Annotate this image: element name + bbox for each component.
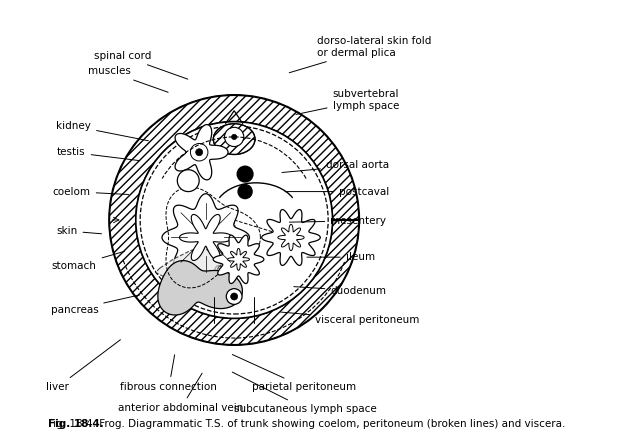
Text: mesentery: mesentery — [290, 216, 386, 226]
Text: liver: liver — [46, 340, 120, 392]
Wedge shape — [313, 263, 345, 293]
Ellipse shape — [213, 124, 255, 154]
Wedge shape — [302, 131, 334, 163]
Circle shape — [232, 134, 236, 139]
Circle shape — [225, 127, 244, 147]
Wedge shape — [176, 103, 204, 134]
Wedge shape — [113, 240, 144, 266]
Wedge shape — [225, 96, 247, 123]
Text: kidney: kidney — [56, 121, 149, 141]
Polygon shape — [155, 246, 221, 286]
Polygon shape — [180, 214, 232, 260]
Wedge shape — [323, 244, 354, 270]
Text: coelom: coelom — [52, 187, 129, 197]
Wedge shape — [114, 170, 145, 196]
Text: parietal peritoneum: parietal peritoneum — [232, 355, 356, 392]
Text: Fig. 18.4.: Fig. 18.4. — [48, 419, 104, 429]
Wedge shape — [172, 304, 201, 336]
Wedge shape — [286, 115, 317, 147]
Wedge shape — [137, 128, 169, 160]
Wedge shape — [155, 113, 185, 145]
Wedge shape — [300, 280, 332, 312]
Wedge shape — [196, 313, 221, 342]
Wedge shape — [152, 293, 182, 325]
Wedge shape — [283, 295, 314, 327]
Wedge shape — [265, 306, 292, 337]
Wedge shape — [245, 314, 268, 343]
Circle shape — [196, 149, 203, 156]
Circle shape — [231, 293, 238, 300]
Text: muscles: muscles — [88, 66, 168, 92]
Polygon shape — [278, 224, 304, 251]
Circle shape — [227, 289, 242, 304]
Polygon shape — [175, 125, 228, 180]
Text: testis: testis — [57, 147, 140, 161]
Text: subvertebral
lymph space: subvertebral lymph space — [296, 89, 399, 114]
Text: ileum: ileum — [307, 252, 375, 262]
Circle shape — [110, 95, 359, 345]
Wedge shape — [123, 147, 155, 177]
Polygon shape — [228, 249, 250, 270]
Text: duodenum: duodenum — [294, 286, 386, 296]
Circle shape — [136, 121, 333, 319]
Text: skin: skin — [56, 226, 102, 236]
Wedge shape — [110, 220, 138, 242]
Polygon shape — [213, 235, 264, 283]
Wedge shape — [268, 104, 296, 136]
Wedge shape — [134, 277, 167, 309]
Circle shape — [238, 185, 252, 198]
Circle shape — [190, 143, 208, 161]
Text: fibrous connection: fibrous connection — [120, 355, 217, 392]
Text: visceral peritoneum: visceral peritoneum — [281, 312, 419, 325]
Polygon shape — [110, 95, 359, 345]
Wedge shape — [330, 198, 358, 220]
Text: spinal cord: spinal cord — [94, 51, 188, 79]
Wedge shape — [121, 260, 154, 289]
Text: dorso-lateral skin fold
or dermal plica: dorso-lateral skin fold or dermal plica — [290, 37, 432, 73]
Wedge shape — [200, 97, 224, 126]
Text: anterior abdominal vein: anterior abdominal vein — [119, 373, 243, 413]
Wedge shape — [315, 151, 347, 180]
Text: dorsal aorta: dorsal aorta — [282, 160, 389, 172]
Circle shape — [237, 166, 253, 182]
Polygon shape — [158, 260, 242, 315]
Text: postcaval: postcaval — [285, 187, 389, 197]
Text: subcutaneous lymph space: subcutaneous lymph space — [232, 372, 377, 414]
Wedge shape — [324, 174, 355, 200]
Text: Fig. 18.4. Frog. Diagrammatic T.S. of trunk showing coelom, peritoneum (broken l: Fig. 18.4. Frog. Diagrammatic T.S. of tr… — [48, 419, 566, 429]
Wedge shape — [110, 194, 139, 216]
Text: stomach: stomach — [52, 251, 124, 271]
Text: pancreas: pancreas — [51, 295, 140, 315]
Wedge shape — [329, 224, 358, 246]
Wedge shape — [248, 98, 273, 127]
Polygon shape — [261, 209, 320, 265]
Wedge shape — [222, 317, 243, 344]
Polygon shape — [162, 194, 250, 281]
Ellipse shape — [213, 124, 255, 154]
Circle shape — [177, 170, 199, 191]
